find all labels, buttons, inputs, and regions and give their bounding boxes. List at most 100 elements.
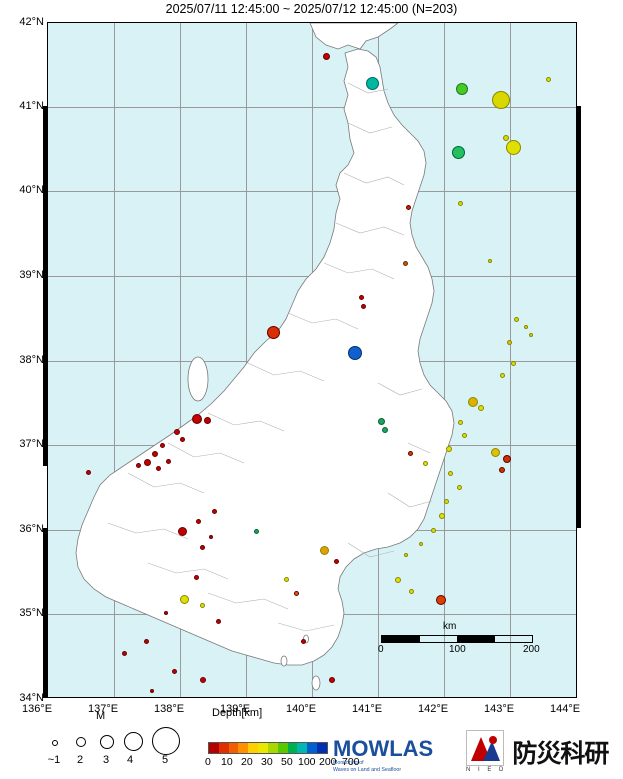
- y-axis-label: 41°N: [19, 100, 44, 112]
- epicenter-marker: [492, 91, 510, 109]
- depth-tick-labels: 0 10 20 30 50 100 200 700: [205, 756, 360, 768]
- epicenter-marker: [452, 146, 465, 159]
- magnitude-symbol: [124, 732, 143, 751]
- epicenter-marker: [529, 333, 533, 337]
- y-axis-label: 36°N: [19, 523, 44, 535]
- epicenter-marker: [439, 513, 445, 519]
- epicenter-marker: [320, 546, 329, 555]
- y-axis-label: 42°N: [19, 16, 44, 28]
- epicenter-marker: [136, 463, 141, 468]
- epicenter-marker: [456, 83, 468, 95]
- epicenter-marker: [436, 595, 446, 605]
- mowlas-sub-line2: Waves on Land and Seafloor: [333, 766, 402, 773]
- epicenter-marker: [468, 397, 478, 407]
- epicenter-marker: [192, 414, 202, 424]
- magnitude-value: 2: [76, 754, 84, 766]
- epicenter-marker: [458, 420, 463, 425]
- mowlas-wordmark: MOWLAS: [333, 736, 434, 761]
- magnitude-symbol: [76, 737, 86, 747]
- epicenter-marker: [382, 427, 388, 433]
- legend: M ~1 2 3 4 5 Depth[km] 0 10 20 30 50 100…: [0, 700, 623, 779]
- x-axis-label: 137°E: [88, 703, 119, 715]
- y-axis-label: 38°N: [19, 354, 44, 366]
- y-axis-label: 37°N: [19, 438, 44, 450]
- epicenter-marker: [503, 135, 509, 141]
- epicenter-marker: [524, 325, 528, 329]
- page-title: 2025/07/11 12:45:00 ~ 2025/07/12 12:45:0…: [165, 2, 458, 16]
- epicenter-marker: [419, 542, 423, 546]
- epicenter-marker: [180, 595, 189, 604]
- x-axis-label: 136°E: [22, 703, 53, 715]
- magnitude-symbol: [52, 740, 58, 746]
- epicenter-marker: [348, 346, 362, 360]
- epicenter-marker: [150, 689, 154, 693]
- epicenter-marker: [446, 446, 452, 452]
- magnitude-legend-title: M: [96, 710, 106, 722]
- y-axis-label: 40°N: [19, 184, 44, 196]
- epicenter-marker: [178, 527, 187, 536]
- magnitude-value: ~1: [47, 754, 61, 766]
- epicenter-marker: [488, 259, 492, 263]
- magnitude-symbol: [100, 735, 114, 749]
- epicenter-marker: [458, 201, 463, 206]
- epicenter-marker: [546, 77, 551, 82]
- nied-logo: N I E D 防災科研: [466, 730, 609, 773]
- nied-jp-name: 防災科研: [512, 739, 609, 768]
- epicenter-marker: [514, 317, 519, 322]
- epicenter-marker: [409, 589, 414, 594]
- x-axis-label: 140°E: [286, 703, 317, 715]
- epicenter-marker: [361, 304, 366, 309]
- epicenter-marker: [164, 611, 168, 615]
- epicenter-marker: [408, 451, 413, 456]
- epicenter-marker: [200, 545, 205, 550]
- mowlas-logo: MOWLAS Monitoring of Waves on Land and S…: [333, 736, 433, 773]
- x-axis-label: 141°E: [352, 703, 383, 715]
- epicenter-marker: [204, 417, 211, 424]
- magnitude-symbol: [152, 727, 180, 755]
- map-canvas: km 0 100 200: [47, 22, 577, 698]
- scale-bar-graphic: [381, 635, 533, 643]
- frame-edge-left: [43, 106, 48, 466]
- x-axis-label: 138°E: [154, 703, 185, 715]
- epicenter-marker: [180, 437, 185, 442]
- epicenter-marker: [254, 529, 259, 534]
- epicenter-marker: [200, 677, 206, 683]
- epicenter-marker: [507, 340, 512, 345]
- epicenter-marker: [444, 499, 449, 504]
- nied-mark-icon: [466, 730, 504, 766]
- epicenter-marker: [152, 451, 158, 457]
- epicenter-marker: [359, 295, 364, 300]
- epicenter-marker: [160, 443, 165, 448]
- epicenter-marker: [395, 577, 401, 583]
- frame-edge-right: [576, 106, 581, 528]
- epicenter-marker: [294, 591, 299, 596]
- epicenter-marker: [196, 519, 201, 524]
- x-axis-label: 144°E: [550, 703, 581, 715]
- x-axis-label: 143°E: [484, 703, 515, 715]
- frame-edge-left-lower: [43, 528, 48, 698]
- epicenter-marker: [209, 535, 213, 539]
- magnitude-value: 4: [126, 754, 134, 766]
- epicenter-marker: [404, 553, 408, 557]
- x-axis-label: 139°E: [220, 703, 251, 715]
- epicenter-marker: [406, 205, 411, 210]
- epicenter-marker: [284, 577, 289, 582]
- epicenter-marker: [500, 373, 505, 378]
- epicenter-marker: [334, 559, 339, 564]
- epicenter-marker: [172, 669, 177, 674]
- epicenter-marker: [301, 639, 306, 644]
- depth-legend-title: Depth[km]: [212, 707, 263, 719]
- epicenter-marker: [144, 639, 149, 644]
- magnitude-legend: M ~1 2 3 4 5: [34, 710, 204, 770]
- mowlas-sub-line1: Monitoring of: [333, 760, 364, 766]
- x-axis-label: 142°E: [418, 703, 449, 715]
- epicenter-marker: [122, 651, 127, 656]
- epicenter-marker: [448, 471, 453, 476]
- epicenter-marker: [323, 53, 330, 60]
- epicenter-marker: [366, 77, 379, 90]
- magnitude-value: 5: [161, 754, 169, 766]
- epicenter-marker: [329, 677, 335, 683]
- epicenter-marker: [194, 575, 199, 580]
- epicenter-marker: [503, 455, 511, 463]
- epicenter-marker: [378, 418, 385, 425]
